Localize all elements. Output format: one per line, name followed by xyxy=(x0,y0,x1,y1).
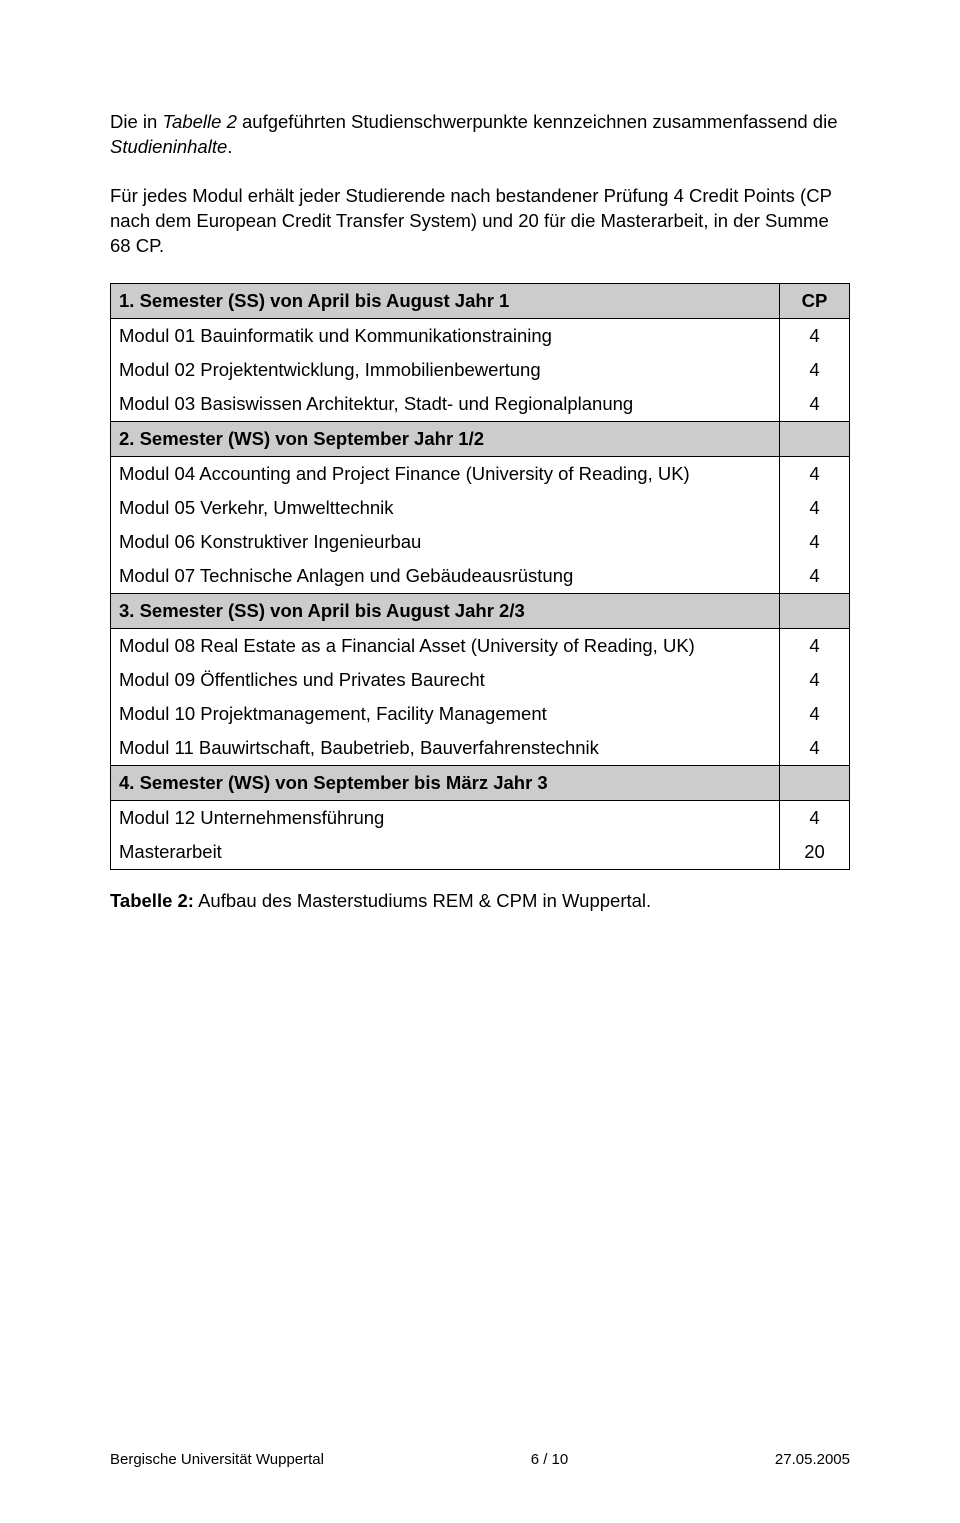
text: aufgeführten Studienschwerpunkte kennzei… xyxy=(237,111,838,132)
table-row: Modul 09 Öffentliches und Privates Baure… xyxy=(111,663,850,697)
text-italic: Tabelle 2 xyxy=(162,111,236,132)
curriculum-table: 1. Semester (SS) von April bis August Ja… xyxy=(110,283,850,870)
table-section-header: 1. Semester (SS) von April bis August Ja… xyxy=(111,283,850,318)
table-row: Modul 10 Projektmanagement, Facility Man… xyxy=(111,697,850,731)
footer-right: 27.05.2005 xyxy=(775,1451,850,1468)
caption-bold: Tabelle 2: xyxy=(110,890,194,911)
text-italic: Studieninhalte xyxy=(110,136,227,157)
module-label: Modul 04 Accounting and Project Finance … xyxy=(111,456,780,491)
footer-left: Bergische Universität Wuppertal xyxy=(110,1451,324,1468)
module-label: Modul 03 Basiswissen Architektur, Stadt-… xyxy=(111,387,780,422)
module-cp: 4 xyxy=(780,353,850,387)
section-header-cp xyxy=(780,593,850,628)
module-label: Modul 10 Projektmanagement, Facility Man… xyxy=(111,697,780,731)
table-section-header: 2. Semester (WS) von September Jahr 1/2 xyxy=(111,421,850,456)
table-row: Modul 12 Unternehmensführung4 xyxy=(111,800,850,835)
module-label: Masterarbeit xyxy=(111,835,780,870)
module-cp: 4 xyxy=(780,559,850,594)
module-cp: 4 xyxy=(780,663,850,697)
section-header-label: 4. Semester (WS) von September bis März … xyxy=(111,765,780,800)
table-row: Modul 04 Accounting and Project Finance … xyxy=(111,456,850,491)
module-label: Modul 11 Bauwirtschaft, Baubetrieb, Bauv… xyxy=(111,731,780,766)
module-cp: 4 xyxy=(780,318,850,353)
table-row: Modul 06 Konstruktiver Ingenieurbau4 xyxy=(111,525,850,559)
section-header-label: 3. Semester (SS) von April bis August Ja… xyxy=(111,593,780,628)
section-header-cp xyxy=(780,421,850,456)
section-header-label: 1. Semester (SS) von April bis August Ja… xyxy=(111,283,780,318)
module-cp: 4 xyxy=(780,731,850,766)
module-label: Modul 06 Konstruktiver Ingenieurbau xyxy=(111,525,780,559)
table-caption: Tabelle 2: Aufbau des Masterstudiums REM… xyxy=(110,890,850,912)
module-cp: 4 xyxy=(780,525,850,559)
table-body: 1. Semester (SS) von April bis August Ja… xyxy=(111,283,850,869)
module-cp: 4 xyxy=(780,491,850,525)
module-label: Modul 07 Technische Anlagen und Gebäudea… xyxy=(111,559,780,594)
table-section-header: 4. Semester (WS) von September bis März … xyxy=(111,765,850,800)
module-label: Modul 01 Bauinformatik und Kommunikation… xyxy=(111,318,780,353)
table-row: Modul 03 Basiswissen Architektur, Stadt-… xyxy=(111,387,850,422)
section-header-label: 2. Semester (WS) von September Jahr 1/2 xyxy=(111,421,780,456)
table-row: Modul 08 Real Estate as a Financial Asse… xyxy=(111,628,850,663)
table-row: Modul 01 Bauinformatik und Kommunikation… xyxy=(111,318,850,353)
module-label: Modul 05 Verkehr, Umwelttechnik xyxy=(111,491,780,525)
module-cp: 4 xyxy=(780,800,850,835)
section-header-cp xyxy=(780,765,850,800)
text: Die in xyxy=(110,111,162,132)
page-footer: Bergische Universität Wuppertal 6 / 10 2… xyxy=(110,1451,850,1468)
module-cp: 4 xyxy=(780,628,850,663)
module-cp: 4 xyxy=(780,387,850,422)
module-label: Modul 08 Real Estate as a Financial Asse… xyxy=(111,628,780,663)
table-row: Modul 02 Projektentwicklung, Immobilienb… xyxy=(111,353,850,387)
intro-paragraph-1: Die in Tabelle 2 aufgeführten Studiensch… xyxy=(110,110,850,160)
module-cp: 20 xyxy=(780,835,850,870)
intro-paragraph-2: Für jedes Modul erhält jeder Studierende… xyxy=(110,184,850,259)
table-row: Masterarbeit20 xyxy=(111,835,850,870)
module-label: Modul 02 Projektentwicklung, Immobilienb… xyxy=(111,353,780,387)
module-cp: 4 xyxy=(780,456,850,491)
table-row: Modul 11 Bauwirtschaft, Baubetrieb, Bauv… xyxy=(111,731,850,766)
text: . xyxy=(227,136,232,157)
footer-center: 6 / 10 xyxy=(531,1451,569,1468)
module-label: Modul 12 Unternehmensführung xyxy=(111,800,780,835)
table-section-header: 3. Semester (SS) von April bis August Ja… xyxy=(111,593,850,628)
table-row: Modul 07 Technische Anlagen und Gebäudea… xyxy=(111,559,850,594)
section-header-cp: CP xyxy=(780,283,850,318)
table-row: Modul 05 Verkehr, Umwelttechnik4 xyxy=(111,491,850,525)
module-label: Modul 09 Öffentliches und Privates Baure… xyxy=(111,663,780,697)
module-cp: 4 xyxy=(780,697,850,731)
caption-rest: Aufbau des Masterstudiums REM & CPM in W… xyxy=(194,890,651,911)
